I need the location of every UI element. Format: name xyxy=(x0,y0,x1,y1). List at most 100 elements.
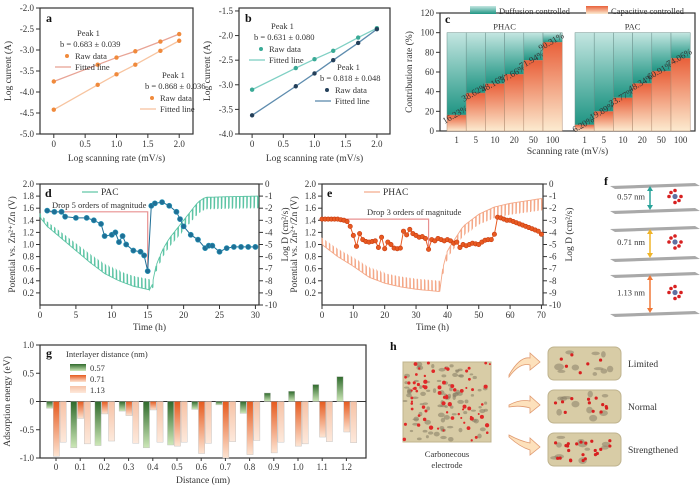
x-tick-label: 0 xyxy=(250,139,255,149)
y-axis-label: Contribution rate (%) xyxy=(404,31,415,113)
ion-molecule xyxy=(579,440,583,444)
ion-molecule xyxy=(417,414,421,417)
pore xyxy=(457,374,464,377)
interlayer-model-0: 0.57 nm xyxy=(610,183,700,214)
y-tick-label: 1.0 xyxy=(23,340,35,350)
bar-capacitive xyxy=(504,74,525,132)
raw-data-point xyxy=(312,71,317,76)
y-tick-label: 0 xyxy=(30,397,35,407)
x-tick-label: 0.4 xyxy=(147,462,159,472)
energy-bar xyxy=(295,401,302,447)
y-tick-label: -1 xyxy=(265,191,273,201)
state-label: Strengthened xyxy=(628,446,678,456)
x-tick-label: 40 xyxy=(443,310,453,320)
pore xyxy=(427,431,434,435)
ion-molecule xyxy=(467,406,472,411)
raw-data-point xyxy=(177,31,182,37)
ion-molecule xyxy=(483,384,488,389)
y-tick-label: -5 xyxy=(265,240,273,250)
legend-fitted-line-label: Fitted line xyxy=(75,62,110,72)
bar-capacitive xyxy=(542,41,563,132)
y-tick-label: -2.5 xyxy=(219,55,234,65)
ion-molecule xyxy=(442,429,445,432)
panel-letter-d: d xyxy=(45,186,52,200)
energy-bar xyxy=(174,401,181,447)
y-tick-label: -3.0 xyxy=(20,45,35,55)
panel-letter-e: e xyxy=(327,186,333,200)
oxygen-atom xyxy=(673,234,677,238)
logD-point xyxy=(90,217,97,224)
ion-molecule xyxy=(556,456,560,460)
legend-raw-data-label: Raw data xyxy=(269,44,301,54)
legend-swatch-capacitive xyxy=(586,6,608,14)
y-tick-label: -4 xyxy=(549,227,557,237)
pore xyxy=(455,370,459,374)
zinc-ion xyxy=(672,289,678,296)
legend-raw-data-marker xyxy=(150,96,154,100)
ion-molecule xyxy=(413,386,417,390)
pore xyxy=(586,406,593,414)
ion-molecule xyxy=(554,441,558,445)
x-tick-label: 5 xyxy=(474,135,479,145)
y-tick-label: -2.0 xyxy=(219,31,234,41)
pore xyxy=(477,433,482,439)
logD-point xyxy=(187,231,194,238)
panel-letter-c: c xyxy=(445,12,451,26)
ion-molecule xyxy=(564,444,568,448)
energy-bar xyxy=(125,401,133,416)
ion-molecule xyxy=(484,361,488,365)
x-axis-label: Time (h) xyxy=(133,322,166,333)
energy-bar xyxy=(101,401,109,415)
ion-molecule xyxy=(593,448,597,453)
raw-data-point xyxy=(158,39,163,44)
bar-capacitive xyxy=(670,57,691,132)
ion-molecule xyxy=(570,353,574,357)
raw-data-point xyxy=(293,84,298,89)
pore xyxy=(449,364,454,368)
y-tick-label: 0.4 xyxy=(23,276,35,286)
logD-point xyxy=(83,214,90,221)
x-tick-label: 0.5 xyxy=(80,139,92,149)
y-tick-label: 0.6 xyxy=(23,264,35,274)
y-tick-label: 100 xyxy=(421,28,435,38)
ion-molecule xyxy=(416,423,421,427)
y-tick-label: 1.0 xyxy=(305,240,317,250)
y-tick-label: -2.5 xyxy=(20,24,35,34)
pore xyxy=(449,405,454,409)
x-tick-label: 0.8 xyxy=(244,462,256,472)
pore xyxy=(419,385,423,390)
raw-data-point xyxy=(95,62,100,67)
state-box xyxy=(547,432,622,467)
raw-data-point xyxy=(177,38,182,43)
legend-swatch xyxy=(70,364,86,371)
logD-point xyxy=(195,236,201,243)
y-tick-label: -5.0 xyxy=(20,129,35,139)
pore xyxy=(411,396,419,400)
x-tick-label: 20 xyxy=(179,310,189,320)
y-tick-label: -3 xyxy=(265,215,273,225)
ion-molecule xyxy=(563,410,567,414)
x-tick-label: 1 xyxy=(582,135,587,145)
raw-data-point xyxy=(249,87,255,92)
pore xyxy=(560,396,568,401)
ion-molecule xyxy=(450,416,455,420)
pore xyxy=(571,400,580,408)
energy-bar xyxy=(215,401,223,406)
ion-molecule xyxy=(410,402,414,405)
energy-bar xyxy=(343,401,351,433)
arrow-head-down-icon xyxy=(647,253,653,258)
pore xyxy=(469,373,474,376)
ion-molecule xyxy=(590,439,594,443)
y-tick-label: -10 xyxy=(549,300,561,310)
pore xyxy=(484,401,488,405)
x-tick-label: 0.5 xyxy=(171,462,183,472)
x-tick-label: 1.1 xyxy=(317,462,328,472)
zinc-ion xyxy=(672,193,678,200)
plot-frame-b xyxy=(238,7,391,135)
legend-raw-data-marker xyxy=(65,54,69,58)
legend-title: Interlayer distance (nm) xyxy=(66,349,148,359)
ion-molecule xyxy=(601,403,605,407)
y-tick-label: -6 xyxy=(549,252,557,262)
energy-bar xyxy=(270,401,278,454)
logD-point xyxy=(397,245,403,251)
